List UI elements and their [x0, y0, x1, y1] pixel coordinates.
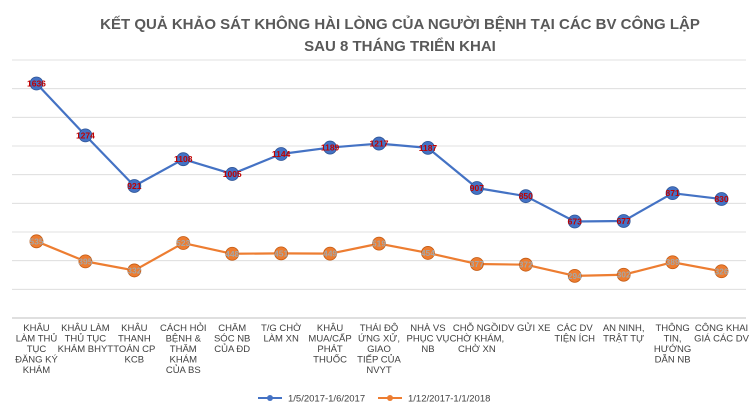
series-1-data-label-8: 1217 [370, 139, 389, 149]
x-tick-label-12: CÁC DV TIỆN ÍCH [554, 323, 595, 345]
series-2-data-label-11: 372 [519, 260, 533, 270]
x-tick-label-3: KHÂU THANH TOÁN CP KCB [113, 323, 155, 366]
series-1-data-label-4: 1108 [174, 154, 193, 164]
series-2-point-12 [567, 268, 582, 283]
legend-marker-1 [267, 395, 273, 401]
series-2-data-label-1: 535 [29, 236, 43, 246]
series-1-data-label-6: 1144 [272, 149, 291, 159]
series-1-data-label-14: 871 [666, 188, 680, 198]
series-1-point-4 [176, 152, 191, 167]
series-2-data-label-3: 332 [127, 265, 141, 275]
series-2-data-label-9: 454 [421, 248, 435, 258]
series-2-data-label-7: 449 [323, 249, 337, 259]
series-1-data-label-13: 677 [617, 216, 631, 226]
x-tick-label-11: DV GỬI XE [501, 322, 550, 334]
series-1-point-14 [665, 186, 680, 201]
series-1-point-12 [567, 214, 582, 229]
x-tick-label-5: CHĂM SÓC NB CỦA ĐD [214, 323, 250, 355]
legend: 1/5/2017-1/6/2017 1/12/2017-1/1/2018 [258, 394, 490, 405]
series-2-data-label-14: 389 [666, 257, 680, 267]
series-1-point-6 [274, 147, 289, 161]
series-1-data-label-12: 673 [568, 217, 582, 227]
series-2-point-15 [714, 264, 729, 279]
series-2-data-label-2: 395 [78, 256, 92, 266]
series-1-data-label-2: 1274 [76, 130, 95, 140]
series-2-point-14 [665, 255, 680, 270]
series-2-point-9 [421, 246, 435, 260]
series-2-point-7 [323, 246, 337, 261]
series-1-data-label-5: 1005 [223, 169, 242, 179]
series-2-data-label-6: 451 [274, 248, 288, 258]
series-1-point-5 [225, 167, 240, 181]
legend-label-1: 1/5/2017-1/6/2017 [288, 394, 365, 405]
series-2-data-label-12: 294 [568, 271, 582, 281]
series-1-data-label-15: 830 [714, 194, 728, 204]
series-1-data-label-1: 1636 [27, 79, 46, 89]
chart-title-line-1: KẾT QUẢ KHẢO SÁT KHÔNG HÀI LÒNG CỦA NGƯỜ… [100, 15, 700, 33]
series-2-data-label-15: 326 [714, 266, 728, 276]
series-1-point-2 [78, 128, 93, 143]
x-tick-label-15: CÔNG KHAI GIÁ CÁC DV [694, 323, 750, 345]
legend-label-2: 1/12/2017-1/1/2018 [408, 394, 490, 405]
series-2-point-13 [616, 267, 631, 282]
series-1-point-7 [323, 140, 337, 155]
series-2-point-1 [29, 234, 44, 249]
series-1-data-label-7: 1189 [321, 143, 340, 153]
series-1-point-15 [714, 192, 729, 206]
x-tick-label-10: CHỖ NGỒI CHỜ KHÁM, CHỜ XN [450, 322, 505, 355]
series-2-point-11 [518, 257, 533, 272]
series-2-point-3 [127, 263, 142, 278]
series-1-data-label-3: 921 [127, 181, 141, 191]
series-1-data-label-11: 850 [519, 191, 533, 201]
series-2-data-label-8: 519 [372, 239, 386, 249]
series-1-data-label-10: 907 [470, 183, 484, 193]
series-1-point-11 [518, 189, 533, 204]
legend-marker-2 [387, 395, 393, 401]
chart-title-line-2: SAU 8 THÁNG TRIỂN KHAI [304, 37, 496, 55]
series-2-data-label-5: 448 [225, 249, 239, 259]
series-2-point-2 [78, 254, 93, 269]
series-1-point-1 [29, 76, 44, 91]
x-tick-label-6: T/G CHỜ LÀM XN [261, 323, 301, 345]
series-2-data-label-4: 523 [176, 238, 190, 248]
series-1-data-label-9: 1187 [419, 143, 438, 153]
series-2-data-label-13: 302 [617, 270, 631, 280]
series-1-point-8 [372, 136, 386, 151]
series-2-point-6 [274, 246, 289, 261]
x-tick-label-7: KHÂU MUA/CẤP PHÁT THUỐC [308, 323, 351, 366]
series-2-point-5 [225, 246, 240, 261]
x-tick-label-2: KHÂU LÀM THỦ TỤC KHÁM BHYT [58, 323, 114, 355]
series-group: 1636 1274 921 1108 1005 1144 1189 1217 1187 907 85… [27, 76, 729, 283]
series-1-point-9 [421, 140, 435, 155]
x-tick-label-14: THÔNG TIN, HƯỚNG DẪN NB [654, 323, 691, 366]
series-2-data-label-10: 377 [470, 259, 484, 269]
series-2-point-10 [469, 257, 484, 271]
x-tick-label-13: AN NINH, TRẬT TỰ [603, 323, 645, 345]
x-tick-label-4: CÁCH HỎI BỆNH & THĂM KHÁM CỦA BS [160, 322, 206, 376]
x-tick-label-8: THÁI ĐỘ ỨNG XỬ, GIAO TIẾP CỦA NVYT [357, 323, 401, 376]
x-tick-label-1: KHÂU LÀM THỦ TỤC ĐĂNG KÝ KHÁM [15, 323, 58, 376]
series-2-point-4 [176, 236, 191, 250]
series-1-point-10 [469, 181, 484, 195]
series-1-point-3 [127, 179, 142, 193]
series-1-point-13 [616, 214, 631, 228]
x-tick-label-9: NHÀ VS PHỤC VỤ NB [407, 323, 450, 355]
series-2-point-8 [372, 236, 386, 251]
